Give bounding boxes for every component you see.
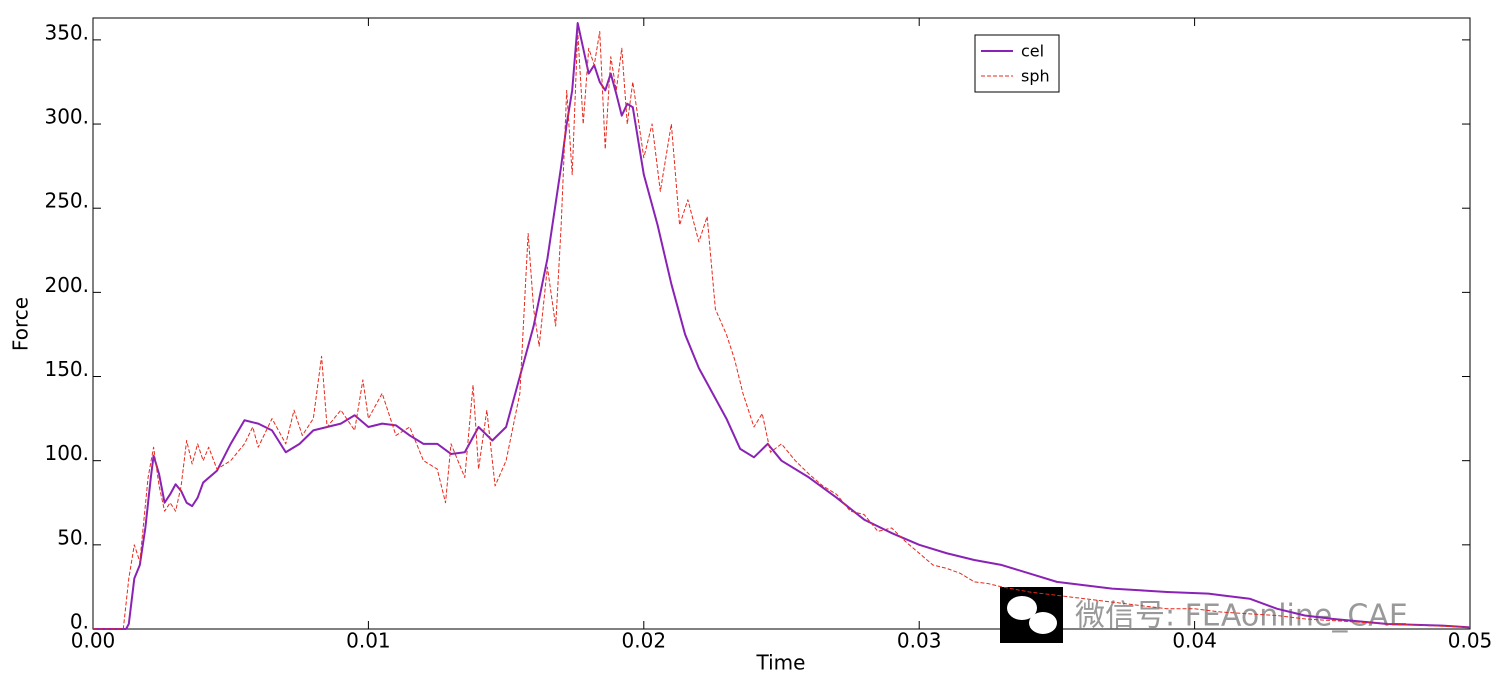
x-axis-label: Time [756,651,806,675]
x-tick-label: 0.00 [71,629,116,653]
y-tick-label: 350. [44,20,89,44]
x-tick-label: 0.01 [346,629,391,653]
x-tick-label: 0.03 [897,629,942,653]
x-tick-label: 0.05 [1448,629,1493,653]
series-line [93,30,1471,630]
legend-label: cel [1021,42,1044,61]
y-axis-label: Force [9,297,33,351]
y-tick-label: 300. [44,105,89,129]
y-tick-label: 150. [44,357,89,381]
x-tick-label: 0.04 [1172,629,1217,653]
y-tick-label: 100. [44,441,89,465]
legend-label: sph [1021,67,1050,86]
y-tick-label: 200. [44,273,89,297]
y-tick-label: 50. [57,525,89,549]
y-tick-label: 250. [44,189,89,213]
watermark-icon [1000,587,1063,643]
legend-box [974,34,1060,93]
x-tick-label: 0.02 [622,629,667,653]
plot-frame [92,17,1471,630]
series-line [93,22,1471,630]
y-tick-label: 0. [70,610,89,634]
